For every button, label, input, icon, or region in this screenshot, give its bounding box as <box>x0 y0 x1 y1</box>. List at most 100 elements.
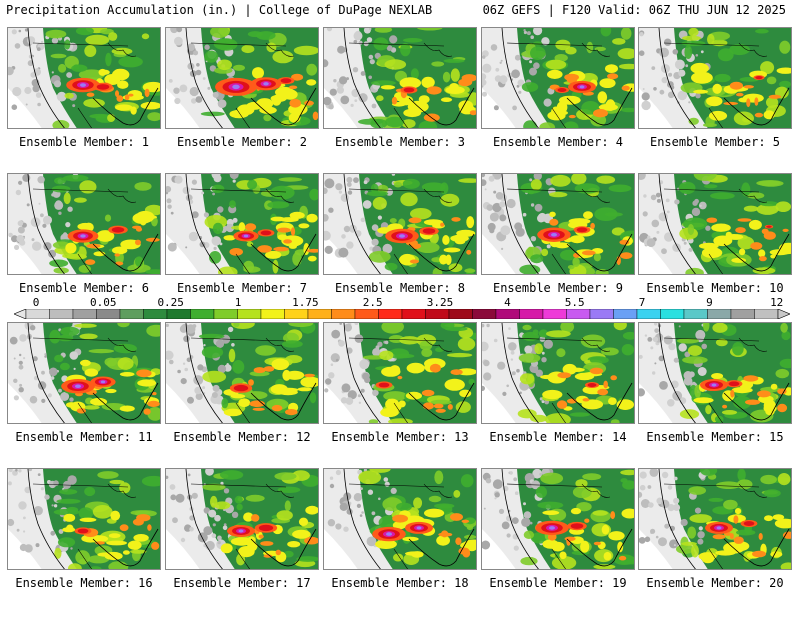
map-frame <box>638 27 792 129</box>
map-frame <box>165 468 319 570</box>
scale-swatch <box>237 309 262 319</box>
scale-swatch <box>495 309 520 319</box>
precip-map <box>8 469 160 569</box>
ensemble-member-label: Ensemble Member: 11 <box>15 430 153 444</box>
scale-swatch <box>143 309 168 319</box>
scale-swatch <box>472 309 497 319</box>
ensemble-member-label: Ensemble Member: 12 <box>173 430 311 444</box>
ensemble-member-label: Ensemble Member: 8 <box>334 281 466 295</box>
color-scale: 0 0.05 0.25 1 1.75 2.5 3.25 4 5.5 7 9 12 <box>0 296 800 320</box>
scale-swatch <box>683 309 708 319</box>
ensemble-member-label: Ensemble Member: 5 <box>649 135 781 149</box>
ensemble-member-label: Ensemble Member: 9 <box>492 281 624 295</box>
ensemble-panel: Ensemble Member: 14 <box>481 322 635 482</box>
ensemble-panel: Ensemble Member: 20 <box>638 468 792 628</box>
scale-swatch <box>166 309 191 319</box>
ensemble-member-label: Ensemble Member: 2 <box>176 135 308 149</box>
ensemble-member-label: Ensemble Member: 13 <box>331 430 469 444</box>
precip-map <box>324 28 476 128</box>
scale-swatch <box>354 309 379 319</box>
precip-map <box>166 174 318 274</box>
scale-swatch <box>448 309 473 319</box>
scale-tick-label: 7 <box>638 296 646 309</box>
ensemble-panel: Ensemble Member: 1 <box>7 27 161 187</box>
ensemble-member-label: Ensemble Member: 20 <box>646 576 784 590</box>
scale-swatch <box>260 309 285 319</box>
precip-map <box>482 323 634 423</box>
map-frame <box>323 322 477 424</box>
scale-swatch <box>378 309 403 319</box>
scale-tick-label: 9 <box>706 296 713 309</box>
precip-map <box>482 469 634 569</box>
page-title: Precipitation Accumulation (in.) | Colle… <box>6 3 433 17</box>
precip-map <box>324 174 476 274</box>
ensemble-member-label: Ensemble Member: 3 <box>334 135 466 149</box>
map-frame <box>638 468 792 570</box>
precip-map <box>166 469 318 569</box>
ensemble-member-label: Ensemble Member: 19 <box>489 576 627 590</box>
map-frame <box>165 173 319 275</box>
scale-tick-label: 0.25 <box>157 296 184 309</box>
ensemble-panel: Ensemble Member: 10 <box>638 173 792 333</box>
ensemble-panel: Ensemble Member: 17 <box>165 468 319 628</box>
map-frame <box>323 468 477 570</box>
scale-tick-label: 12 <box>770 296 784 309</box>
ensemble-member-label: Ensemble Member: 4 <box>492 135 624 149</box>
ensemble-panel: Ensemble Member: 7 <box>165 173 319 333</box>
map-frame <box>481 27 635 129</box>
ensemble-panel: Ensemble Member: 13 <box>323 322 477 482</box>
scale-swatch <box>542 309 567 319</box>
ensemble-member-label: Ensemble Member: 17 <box>173 576 311 590</box>
scale-swatch <box>307 309 332 319</box>
scale-swatch <box>660 309 685 319</box>
ensemble-panel: Ensemble Member: 3 <box>323 27 477 187</box>
ensemble-panel: Ensemble Member: 18 <box>323 468 477 628</box>
ensemble-panel: Ensemble Member: 5 <box>638 27 792 187</box>
ensemble-member-label: Ensemble Member: 10 <box>646 281 784 295</box>
scale-swatch <box>190 309 215 319</box>
ensemble-panel: Ensemble Member: 9 <box>481 173 635 333</box>
ensemble-panel: Ensemble Member: 4 <box>481 27 635 187</box>
map-frame <box>165 27 319 129</box>
precip-map <box>482 28 634 128</box>
scale-swatch <box>707 309 732 319</box>
ensemble-member-label: Ensemble Member: 14 <box>489 430 627 444</box>
scale-swatch <box>25 309 50 319</box>
ensemble-panel: Ensemble Member: 8 <box>323 173 477 333</box>
scale-swatch <box>96 309 121 319</box>
map-frame <box>323 173 477 275</box>
scale-swatch <box>401 309 426 319</box>
scale-swatch <box>566 309 591 319</box>
precip-map <box>639 323 791 423</box>
map-frame <box>165 322 319 424</box>
ensemble-member-label: Ensemble Member: 7 <box>176 281 308 295</box>
ensemble-member-label: Ensemble Member: 16 <box>15 576 153 590</box>
map-frame <box>481 468 635 570</box>
ensemble-panel: Ensemble Member: 16 <box>7 468 161 628</box>
scale-swatch <box>119 309 144 319</box>
map-frame <box>7 322 161 424</box>
scale-swatch <box>519 309 544 319</box>
precip-map <box>8 323 160 423</box>
scale-swatch <box>331 309 356 319</box>
ensemble-panel: Ensemble Member: 15 <box>638 322 792 482</box>
scale-tick-label: 3.25 <box>426 296 454 309</box>
scale-swatch <box>754 309 779 319</box>
ensemble-member-label: Ensemble Member: 1 <box>18 135 150 149</box>
scale-swatch <box>636 309 661 319</box>
scale-swatch <box>730 309 755 319</box>
precip-map <box>482 174 634 274</box>
scale-tick-label: 2.5 <box>362 296 383 309</box>
precip-map <box>639 28 791 128</box>
precip-map <box>324 469 476 569</box>
scale-max-arrow <box>777 309 790 319</box>
map-frame <box>481 322 635 424</box>
ensemble-member-label: Ensemble Member: 15 <box>646 430 784 444</box>
ensemble-panel: Ensemble Member: 6 <box>7 173 161 333</box>
model-run-info: 06Z GEFS | F120 Valid: 06Z THU JUN 12 20… <box>482 3 786 17</box>
scale-tick-label: 1.75 <box>292 296 319 309</box>
scale-swatch <box>284 309 309 319</box>
map-frame <box>7 27 161 129</box>
map-frame <box>638 173 792 275</box>
scale-tick-label: 1 <box>234 296 242 309</box>
